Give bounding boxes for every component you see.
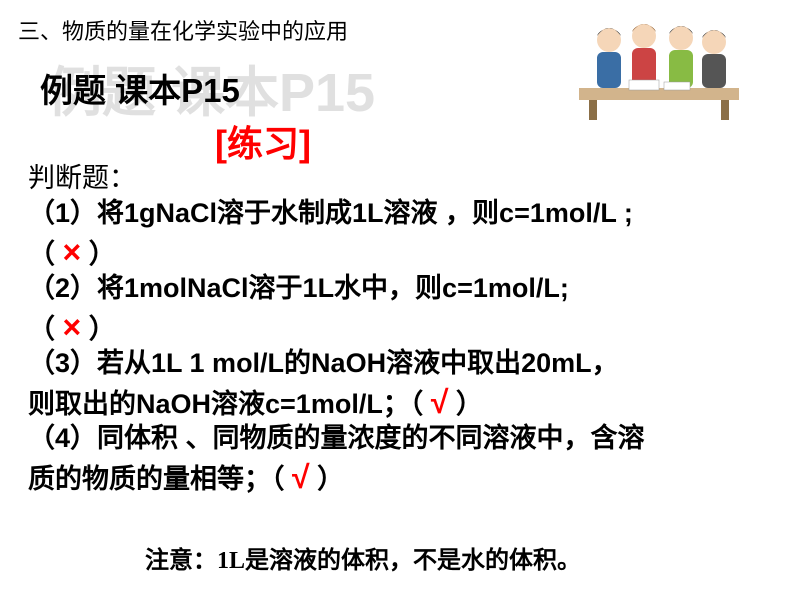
q4-mark: √ [292,459,310,495]
q1-post: ） [81,239,116,269]
q4-line1: （4）同体积 、同物质的量浓度的不同溶液中，含溶 [28,423,645,453]
q4-pre: 质的物质的量相等；（ [28,464,292,494]
section-title: 三、物质的量在化学实验中的应用 [18,14,348,46]
overlay-title: 例题 课本P15 [40,64,240,112]
q4-post: ） [310,464,345,494]
question-4: （4）同体积 、同物质的量浓度的不同溶液中，含溶 质的物质的量相等；（ √ ） [28,420,768,500]
q3-line1: （3）若从1L 1 mol/L的NaOH溶液中取出20mL， [28,348,619,378]
question-1: （1）将1gNaCl溶于水制成1L溶液 ，则c=1mol/L ; （ × ） [28,195,768,275]
q2-post: ） [81,314,116,344]
question-3: （3）若从1L 1 mol/L的NaOH溶液中取出20mL， 则取出的NaOH溶… [28,345,768,425]
footer-note: 注意：1L是溶液的体积，不是水的体积。 [145,540,581,575]
q1-line1: （1）将1gNaCl溶于水制成1L溶液 ，则c=1mol/L ; [28,198,633,228]
q2-mark: × [63,309,82,345]
q2-pre: （ [28,314,63,344]
question-2: （2）将1molNaCl溶于1L水中，则c=1mol/L; （ × ） [28,270,768,350]
q3-post: ） [448,389,483,419]
q3-pre: 则取出的NaOH溶液c=1mol/L；（ [28,389,431,419]
q2-line1: （2）将1molNaCl溶于1L水中，则c=1mol/L; [28,273,569,303]
people-illustration [569,10,749,120]
question-header: 判断题： [28,160,768,196]
q1-mark: × [63,234,82,270]
q1-pre: （ [28,239,63,269]
q3-mark: √ [431,384,449,420]
